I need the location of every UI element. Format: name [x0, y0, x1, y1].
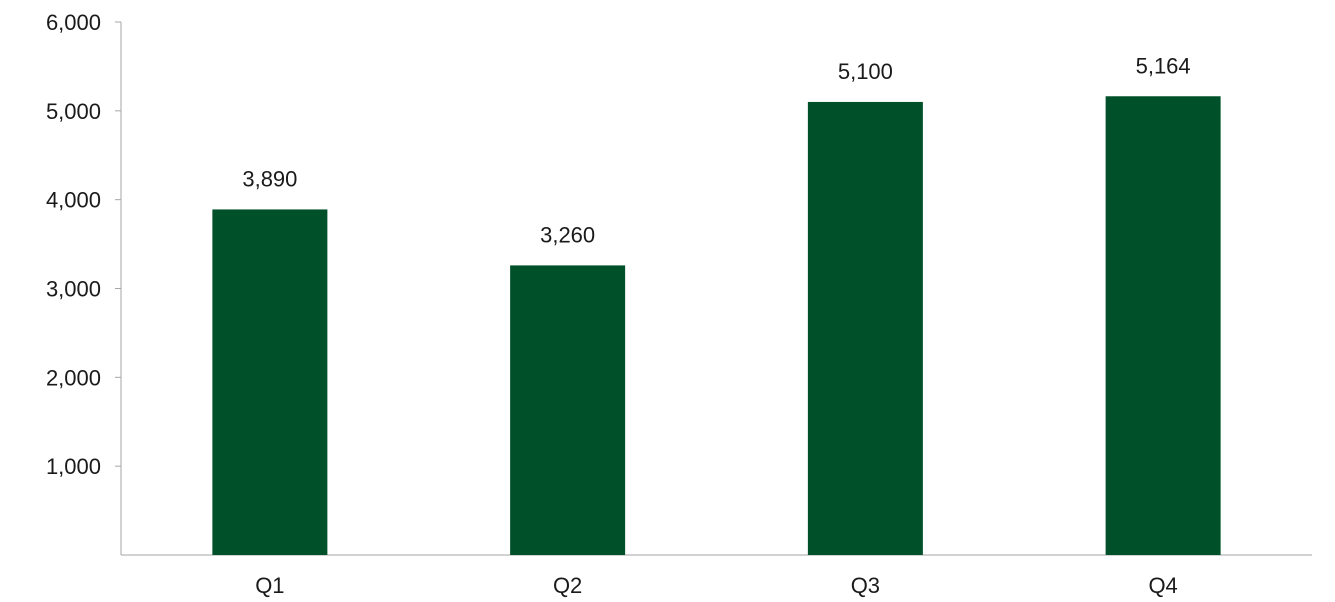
bar-q2[interactable] [510, 265, 626, 555]
y-tick-label: 2,000 [46, 365, 101, 390]
y-tick-label: 5,000 [46, 99, 101, 124]
x-tick-label: Q1 [255, 573, 284, 598]
labels-group: 3,890 Q1 3,260 Q2 5,100 Q3 5,164 Q4 [242, 53, 1190, 598]
data-label-q4: 5,164 [1136, 53, 1191, 78]
y-tick-label: 6,000 [46, 10, 101, 35]
y-tick-label: 4,000 [46, 188, 101, 213]
x-tick-label: Q4 [1148, 573, 1177, 598]
data-label-q1: 3,890 [242, 166, 297, 191]
x-tick-label: Q2 [553, 573, 582, 598]
bar-q4[interactable] [1105, 96, 1221, 556]
bar-q1[interactable] [212, 209, 328, 555]
x-tick-label: Q3 [851, 573, 880, 598]
bars-group [212, 96, 1221, 556]
axes: 1,000 2,000 3,000 4,000 5,000 6,000 [46, 10, 1312, 556]
data-label-q3: 5,100 [838, 59, 893, 84]
y-tick-label: 3,000 [46, 277, 101, 302]
data-label-q2: 3,260 [540, 222, 595, 247]
bar-q3[interactable] [807, 101, 923, 555]
y-tick-label: 1,000 [46, 454, 101, 479]
